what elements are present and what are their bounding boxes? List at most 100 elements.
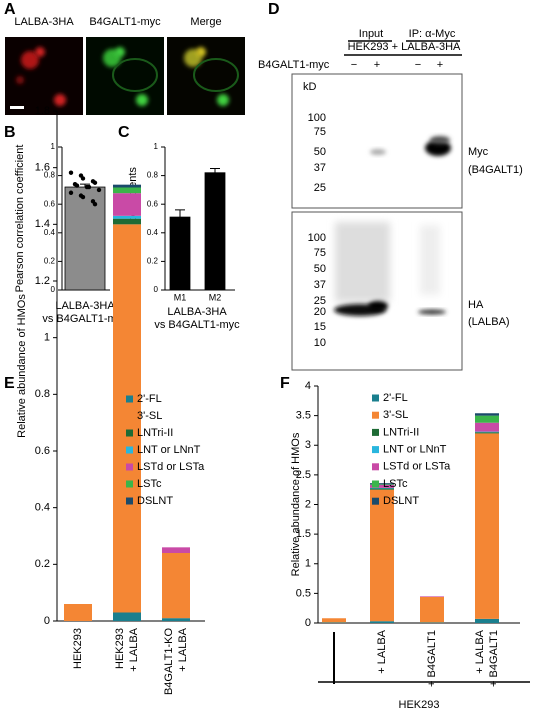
y-tick-label: 3 bbox=[305, 439, 311, 451]
legend-label: 3'-SL bbox=[383, 409, 408, 421]
legend-swatch bbox=[126, 480, 133, 488]
y-tick-label: 1 bbox=[44, 332, 50, 344]
y-tick-label: 1 bbox=[305, 558, 311, 570]
bar-segment bbox=[475, 431, 499, 433]
ladder-label: 37 bbox=[314, 162, 326, 174]
x-axis-label: vs B4GALT1-myc bbox=[42, 313, 128, 325]
blot-label: HA bbox=[468, 299, 484, 311]
x-tick-label: M2 bbox=[209, 292, 222, 302]
x-axis-label: vs B4GALT1-myc bbox=[154, 319, 240, 331]
legend-swatch bbox=[126, 463, 133, 471]
bar-segment bbox=[370, 488, 394, 490]
bar-segment bbox=[475, 432, 499, 434]
data-point bbox=[80, 194, 86, 200]
bar-segment bbox=[162, 547, 190, 553]
bar-segment bbox=[475, 413, 499, 416]
ladder-label: 50 bbox=[314, 263, 326, 275]
bar bbox=[204, 172, 226, 291]
legend-label: 2'-FL bbox=[383, 392, 408, 404]
lane-label: − bbox=[415, 59, 421, 71]
bar-segment bbox=[370, 621, 394, 623]
legend-label: LNTri-II bbox=[383, 426, 419, 438]
blot bbox=[291, 73, 463, 371]
legend-label: DSLNT bbox=[137, 495, 173, 507]
panel-letter: C bbox=[118, 124, 130, 141]
y-tick-label: 1.6 bbox=[35, 162, 50, 174]
ladder-label: 50 bbox=[314, 146, 326, 158]
legend-label: LSTc bbox=[383, 478, 408, 490]
data-point bbox=[96, 187, 102, 193]
bar-segment bbox=[475, 618, 499, 623]
legend-label: LNTri-II bbox=[137, 427, 173, 439]
x-tick-label: B4GALT1-KO bbox=[163, 628, 175, 695]
legend-swatch bbox=[372, 394, 379, 402]
x-tick-label: + LALBA bbox=[376, 629, 388, 673]
image-label: B4GALT1-myc bbox=[89, 16, 161, 28]
legend-label: 3'-SL bbox=[137, 410, 162, 422]
x-tick-label: + LALBA bbox=[474, 629, 486, 673]
bar-segment bbox=[113, 184, 141, 188]
ladder-label: 10 bbox=[314, 337, 326, 349]
ladder-label: 100 bbox=[308, 112, 326, 124]
blot-label: (LALBA) bbox=[468, 316, 510, 328]
y-tick-label: 1.2 bbox=[35, 275, 50, 287]
data-point bbox=[68, 190, 74, 195]
y-tick-label: 0 bbox=[305, 617, 311, 629]
bar-segment bbox=[475, 415, 499, 423]
bar-segment bbox=[64, 604, 92, 621]
bar-segment bbox=[113, 218, 141, 225]
data-point bbox=[92, 202, 98, 207]
lane-label: + bbox=[374, 59, 380, 71]
legend-swatch bbox=[126, 412, 133, 420]
x-tick-label: + LALBA bbox=[177, 627, 189, 671]
legend-swatch bbox=[372, 428, 379, 436]
y-tick-label: 0.8 bbox=[44, 171, 56, 180]
data-point bbox=[68, 170, 74, 175]
y-tick-label: 0.6 bbox=[35, 445, 50, 457]
legend-swatch bbox=[372, 411, 379, 419]
y-tick-label: 0.6 bbox=[44, 199, 56, 208]
y-tick-label: 1.5 bbox=[296, 528, 311, 540]
y-tick-label: 0.8 bbox=[147, 171, 159, 180]
data-point bbox=[80, 176, 86, 181]
lane-label: − bbox=[351, 59, 357, 71]
legend-swatch bbox=[372, 446, 379, 454]
bar-segment bbox=[370, 487, 394, 489]
legend-swatch bbox=[126, 497, 133, 505]
panel-letter: F bbox=[280, 375, 290, 392]
bar-segment bbox=[475, 422, 499, 432]
bar-segment bbox=[370, 484, 394, 488]
x-tick-label: + B4GALT1 bbox=[488, 630, 500, 687]
bar-segment bbox=[370, 489, 394, 622]
legend-label: LNT or LNnT bbox=[383, 444, 447, 456]
blot-label: (B4GALT1) bbox=[468, 164, 523, 176]
bar-segment bbox=[113, 187, 141, 194]
panel-letter: D bbox=[268, 1, 280, 18]
ladder-label: 37 bbox=[314, 279, 326, 291]
row-label: B4GALT1-myc bbox=[258, 59, 330, 71]
bar-segment bbox=[420, 622, 444, 623]
y-tick-label: 0 bbox=[154, 285, 159, 294]
bar-segment bbox=[113, 193, 141, 216]
x-tick-label: + LALBA bbox=[128, 627, 140, 671]
y-tick-label: 2.5 bbox=[296, 469, 311, 481]
header: Input bbox=[359, 28, 383, 40]
bar-segment bbox=[420, 596, 444, 597]
bar-segment bbox=[162, 553, 190, 619]
legend-swatch bbox=[372, 497, 379, 505]
data-point bbox=[74, 183, 80, 188]
y-tick-label: 0.8 bbox=[35, 388, 50, 400]
y-tick-label: 1.4 bbox=[35, 218, 50, 230]
legend-swatch bbox=[126, 429, 133, 437]
y-tick-label: 0 bbox=[44, 615, 50, 627]
image-label: Merge bbox=[190, 16, 221, 28]
y-tick-label: 1.8 bbox=[35, 105, 50, 117]
y-tick-label: 4 bbox=[305, 380, 311, 392]
y-tick-label: 0.5 bbox=[296, 587, 311, 599]
legend-swatch bbox=[126, 446, 133, 454]
ladder-label: 25 bbox=[314, 295, 326, 307]
bar-segment bbox=[113, 612, 141, 621]
bar bbox=[169, 216, 191, 291]
blot-label: Myc bbox=[468, 146, 489, 158]
header: IP: α-Myc bbox=[409, 28, 456, 40]
